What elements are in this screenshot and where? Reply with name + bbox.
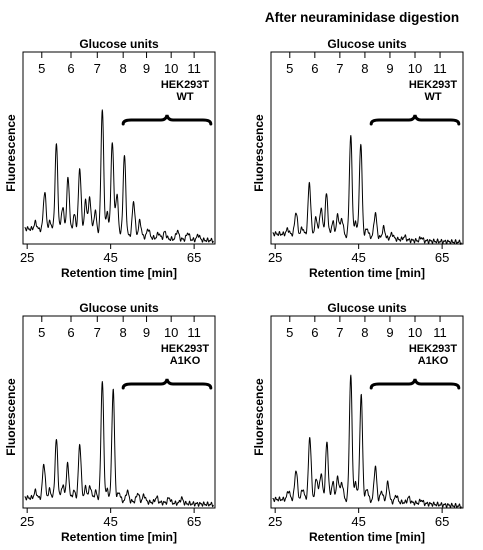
- sample-label-line: WT: [176, 91, 193, 103]
- gu-tick-label: 6: [67, 61, 74, 76]
- glucose-units-title: Glucose units: [327, 37, 407, 51]
- x-tick-label: 25: [268, 514, 282, 529]
- plot-frame: [22, 315, 216, 509]
- gu-tick-label: 7: [94, 61, 101, 76]
- gu-tick-label: 5: [38, 61, 45, 76]
- x-axis-label: Retention time [min]: [309, 530, 425, 544]
- x-axis-label: Retention time [min]: [61, 530, 177, 544]
- plot-frame: [270, 51, 464, 245]
- x-tick-label: 25: [20, 250, 34, 265]
- gu-tick-label: 11: [187, 61, 201, 76]
- gu-tick-label: 8: [361, 325, 368, 340]
- chart-panel-top-right: Glucose units 5 6 7 8 9 10 11 Fluorescence 25 45 65…: [252, 37, 464, 280]
- sample-label-line: WT: [424, 91, 441, 103]
- gu-tick-label: 7: [336, 325, 343, 340]
- gu-tick-label: 5: [286, 61, 293, 76]
- chart-panel-bottom-left: Glucose units 5 6 7 8 9 10 11 Fluorescence 25 45 65…: [4, 301, 216, 544]
- gu-tick-label: 10: [408, 61, 422, 76]
- gu-tick-label: 11: [433, 61, 447, 76]
- gu-tick-label: 11: [187, 325, 201, 340]
- x-tick-label: 45: [103, 514, 117, 529]
- sample-label-line: A1KO: [170, 355, 201, 367]
- gu-tick-label: 5: [286, 325, 293, 340]
- gu-tick-label: 6: [67, 325, 74, 340]
- glycan-bracket: [369, 114, 461, 126]
- y-axis-label: Fluorescence: [252, 378, 266, 456]
- x-tick-label: 45: [351, 250, 365, 265]
- gu-tick-label: 7: [94, 325, 101, 340]
- y-axis-label: Fluorescence: [252, 114, 266, 192]
- x-axis-label: Retention time [min]: [309, 266, 425, 280]
- chromatogram-trace: [24, 381, 214, 508]
- glucose-units-title: Glucose units: [327, 301, 407, 315]
- chromatogram-trace: [272, 374, 462, 509]
- glycan-bracket: [369, 378, 461, 390]
- gu-tick-label: 9: [143, 61, 150, 76]
- gu-tick-label: 7: [336, 61, 343, 76]
- gu-tick-label: 10: [408, 325, 422, 340]
- chart-panel-bottom-right: Glucose units 5 6 7 8 9 10 11 Fluorescence 25 45 65…: [252, 301, 464, 544]
- x-axis-label: Retention time [min]: [61, 266, 177, 280]
- x-tick-label: 45: [103, 250, 117, 265]
- glycan-bracket: [121, 378, 213, 390]
- chromatogram-trace: [24, 109, 214, 244]
- gu-tick-label: 9: [143, 325, 150, 340]
- x-tick-label: 65: [435, 514, 449, 529]
- chart-panel-top-left: Glucose units 5 6 7 8 9 10 11 Fluorescence 25 45 65…: [4, 37, 216, 280]
- sample-label-line: HEK293T: [409, 79, 458, 91]
- gu-tick-label: 8: [120, 61, 127, 76]
- x-tick-label: 65: [187, 250, 201, 265]
- sample-label-line: HEK293T: [409, 343, 458, 355]
- gu-tick-label: 10: [164, 325, 178, 340]
- glucose-units-title: Glucose units: [79, 37, 159, 51]
- plot-frame: [22, 51, 216, 245]
- gu-tick-label: 9: [386, 61, 393, 76]
- figure-title: After neuraminidase digestion: [265, 10, 459, 25]
- gu-tick-label: 5: [38, 325, 45, 340]
- x-tick-label: 65: [187, 514, 201, 529]
- plot-frame: [270, 315, 464, 509]
- y-axis-label: Fluorescence: [4, 114, 18, 192]
- gu-tick-label: 10: [164, 61, 178, 76]
- x-tick-label: 65: [435, 250, 449, 265]
- x-tick-label: 25: [268, 250, 282, 265]
- sample-label-line: A1KO: [418, 355, 449, 367]
- gu-tick-label: 11: [433, 325, 447, 340]
- chromatogram-trace: [272, 134, 462, 245]
- gu-tick-label: 6: [311, 61, 318, 76]
- sample-label-line: HEK293T: [161, 343, 210, 355]
- gu-tick-label: 6: [311, 325, 318, 340]
- glycan-bracket: [121, 114, 213, 126]
- gu-tick-label: 8: [120, 325, 127, 340]
- x-tick-label: 25: [20, 514, 34, 529]
- gu-tick-label: 9: [386, 325, 393, 340]
- sample-label-line: HEK293T: [161, 79, 210, 91]
- glucose-units-title: Glucose units: [79, 301, 159, 315]
- x-tick-label: 45: [351, 514, 365, 529]
- y-axis-label: Fluorescence: [4, 378, 18, 456]
- gu-tick-label: 8: [361, 61, 368, 76]
